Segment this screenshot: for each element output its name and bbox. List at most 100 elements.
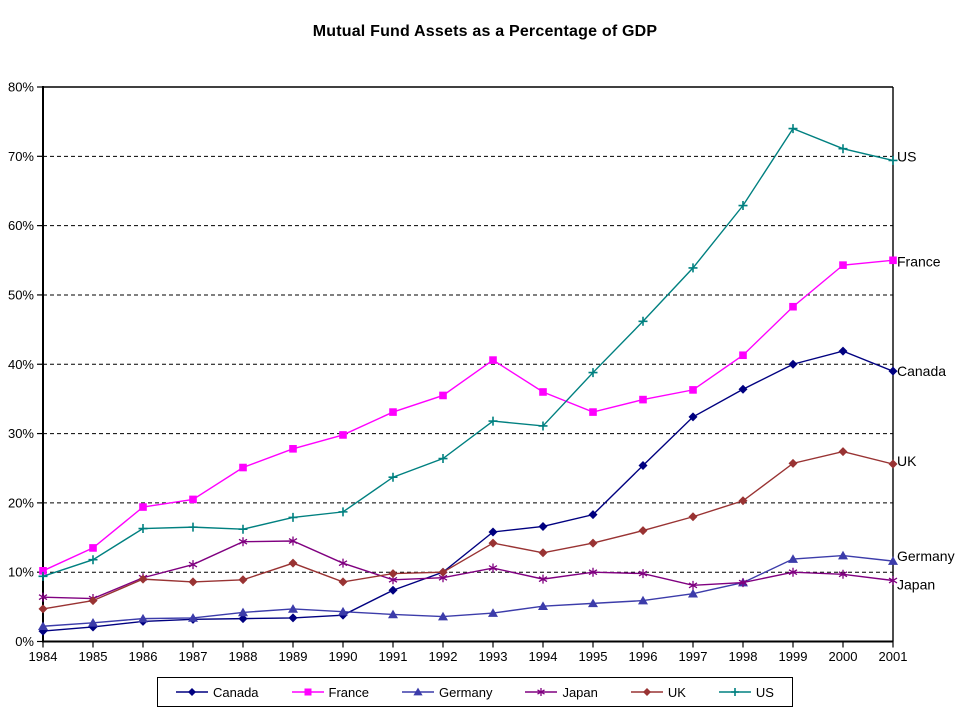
series-marker-japan-1990 [338,558,348,568]
x-tick-label-1988: 1988 [229,649,258,664]
legend-item-japan: Japan [525,684,598,700]
series-marker-france-1986 [139,503,147,511]
x-tick-label-1997: 1997 [679,649,708,664]
series-marker-japan-1994 [538,574,548,584]
series-marker-canada-1991 [388,585,398,595]
series-marker-japan-2001 [888,576,898,586]
series-marker-us-1999 [788,124,798,134]
series-marker-germany-2000 [838,550,848,560]
legend-item-france: France [291,684,369,700]
series-marker-france-2000 [839,261,847,269]
series-marker-germany-1995 [588,598,598,608]
series-marker-us-1986 [138,524,148,534]
series-marker-japan-1995 [588,567,598,577]
series-label-uk: UK [897,453,917,469]
series-marker-uk-1997 [688,512,698,522]
legend-item-canada: Canada [176,685,259,700]
series-marker-us-1985 [88,555,98,565]
series-marker-germany-1986 [138,613,148,623]
y-tick-label-50%: 50% [8,287,34,302]
y-tick-label-70%: 70% [8,149,34,164]
series-line-us [42,127,894,578]
series-marker-germany-1991 [388,609,398,619]
series-line-germany [42,554,894,627]
series-marker-japan-2000 [838,569,848,579]
x-tick-label-1996: 1996 [629,649,658,664]
series-marker-france-1996 [639,395,647,404]
series-line-uk [42,450,894,610]
series-marker-uk-1995 [588,538,598,548]
series-marker-japan-1997 [688,580,698,590]
series-marker-us-1994 [538,421,548,431]
series-marker-uk-1985 [88,596,98,606]
y-tick-label-60%: 60% [8,218,34,233]
legend: Canada France Germany Japan UK US [157,677,793,707]
series-marker-france-1995 [589,408,597,416]
series-marker-us-1997 [688,263,698,273]
legend-marker-us-icon [718,688,751,696]
series-marker-us-1987 [188,522,198,532]
series-line-canada [42,350,894,632]
series-label-us: US [897,148,916,164]
y-tick-label-20%: 20% [8,495,34,510]
series-line-japan [42,540,894,600]
series-marker-us-1991 [388,472,398,482]
series-marker-germany-1999 [788,554,798,563]
x-tick-label-1999: 1999 [779,649,808,664]
x-tick-label-1998: 1998 [729,649,758,664]
series-marker-japan-1993 [488,563,498,573]
series-marker-uk-1993 [488,538,498,548]
x-tick-label-1993: 1993 [479,649,508,664]
legend-marker-france-icon [291,688,324,696]
series-marker-us-1984 [38,571,48,581]
series-marker-uk-1992 [438,567,448,577]
series-marker-germany-1989 [288,604,298,613]
series-marker-japan-1999 [788,567,798,577]
series-marker-us-1988 [238,524,248,534]
series-label-france: France [897,253,941,269]
x-tick-label-1985: 1985 [79,649,108,664]
legend-item-us: US [718,685,774,700]
series-marker-us-1992 [438,454,448,464]
series-marker-france-2001 [889,256,897,265]
series-marker-germany-1987 [188,613,198,622]
series-marker-france-1992 [439,391,447,400]
series-marker-france-1985 [89,544,97,552]
series-marker-uk-1984 [38,604,48,614]
legend-item-germany: Germany [401,685,492,700]
series-marker-us-1998 [738,201,748,211]
series-marker-uk-1988 [238,575,248,585]
y-tick-label-80%: 80% [8,80,34,95]
y-tick-label-10%: 10% [8,565,34,580]
series-marker-france-1984 [39,567,47,575]
series-marker-france-1991 [389,408,397,416]
x-tick-label-2000: 2000 [829,649,858,664]
legend-marker-japan-icon [525,688,558,696]
series-marker-us-1993 [488,416,498,426]
series-marker-us-1990 [338,507,348,517]
series-marker-uk-1990 [338,577,348,587]
chart-title: Mutual Fund Assets as a Percentage of GD… [312,23,658,40]
x-tick-label-1995: 1995 [579,649,608,664]
series-marker-japan-1984 [38,592,48,602]
series-marker-france-1998 [739,351,747,360]
y-tick-label-40%: 40% [8,357,34,372]
x-tick-label-1987: 1987 [179,649,208,664]
series-marker-canada-1995 [588,510,598,520]
legend-marker-germany-icon [401,687,434,696]
series-marker-uk-1996 [638,526,648,536]
series-marker-canada-1988 [238,614,248,624]
legend-label-france: France [328,684,369,700]
series-label-canada: Canada [897,363,946,379]
legend-label-uk: UK [667,684,686,700]
series-marker-japan-1988 [238,537,248,547]
series-marker-france-1997 [689,386,697,394]
series-marker-france-1989 [289,445,297,453]
series-marker-germany-1994 [538,601,548,610]
legend-label-japan: Japan [562,684,598,700]
series-line-france [42,259,894,572]
x-tick-label-1989: 1989 [279,649,308,664]
series-marker-uk-1989 [288,558,298,568]
